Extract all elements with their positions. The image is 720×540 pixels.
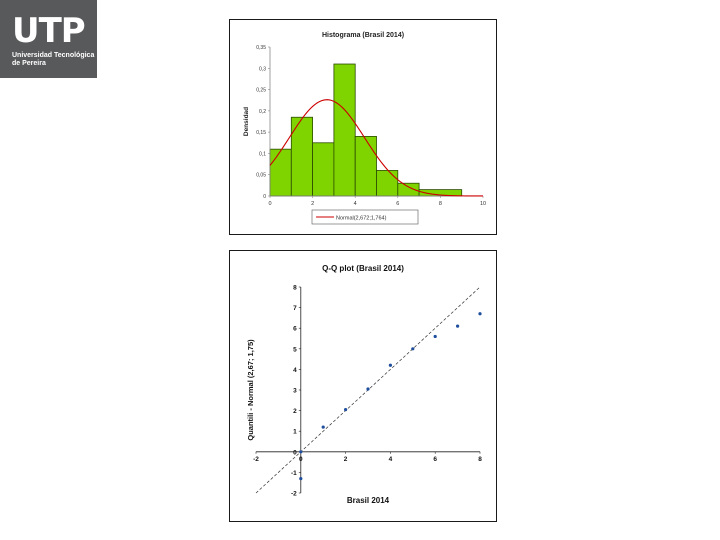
histogram-y-tick-label: 0,35 <box>256 45 266 51</box>
qq-y-tick-label: 1 <box>293 429 297 436</box>
histogram-y-tick-label: 0,25 <box>256 88 266 94</box>
qq-y-tick-label: 2 <box>293 408 297 415</box>
qq-point <box>344 407 348 412</box>
histogram-y-tick-label: 0 <box>263 194 266 200</box>
qq-point <box>388 363 392 367</box>
qq-point <box>299 476 303 481</box>
logo-subtitle: Universidad Tecnológica de Pereira <box>12 52 96 68</box>
histogram-legend-box <box>311 209 419 225</box>
histogram-title: Histograma (Brasil 2014) <box>322 32 404 39</box>
qq-x-tick-label: -2 <box>253 456 259 463</box>
qq-x-tick-label: 8 <box>478 456 482 463</box>
qq-y-tick-label: 7 <box>293 305 297 312</box>
histogram-x-tick-label: 4 <box>354 201 357 207</box>
logo-line-2: de Pereira <box>12 60 46 67</box>
histogram-x-tick-label: 6 <box>396 201 399 207</box>
logo-mark: UTP <box>12 11 86 51</box>
qq-y-tick-label: 8 <box>293 285 297 292</box>
qq-y-tick-label: 6 <box>293 326 297 333</box>
normal-curve-line <box>269 99 483 197</box>
qq-y-tick-label: 5 <box>293 346 297 353</box>
histogram-chart: Histograma (Brasil 2014) 0 0,05 0,1 0,15 0,2 0… <box>243 32 486 225</box>
legend-normal-label: Normal(2,672;1,764) <box>336 216 387 222</box>
qq-y-tick-label: -1 <box>291 470 297 477</box>
histogram-bar <box>333 63 356 197</box>
qq-x-tick-label: 4 <box>389 456 393 463</box>
qq-y-label: Quantili - Normal (2,67; 1,75) <box>246 339 255 441</box>
qq-y-tick-label: 4 <box>293 367 297 374</box>
qq-y-tick-label: -2 <box>291 491 297 498</box>
qq-point <box>433 334 437 339</box>
histogram-y-tick-label: 0,05 <box>256 173 266 179</box>
qq-x-label: Brasil 2014 <box>347 496 390 505</box>
histogram-y-tick-label: 0,2 <box>259 109 266 115</box>
histogram-y-label: Densidad <box>243 107 250 136</box>
histogram-y-tick-label: 0,15 <box>256 130 266 136</box>
qq-x-tick-label: 0 <box>299 456 303 463</box>
university-logo: UTP Universidad Tecnológica de Pereira <box>0 0 97 78</box>
histogram-bar <box>312 142 335 197</box>
histogram-x-tick-label: 10 <box>480 201 486 207</box>
qq-y-tick-label: 3 <box>293 388 297 395</box>
qq-point <box>456 324 460 328</box>
qq-point <box>478 312 482 316</box>
qq-point <box>366 387 370 391</box>
qq-point <box>299 450 303 454</box>
qq-x-tick-label: 2 <box>344 456 348 463</box>
qq-title: Q-Q plot (Brasil 2014) <box>322 264 404 273</box>
histogram-x-tick-label: 0 <box>268 201 271 207</box>
logo-line-1: Universidad Tecnológica <box>12 52 95 59</box>
histogram-bar <box>269 148 292 197</box>
histogram-y-tick-label: 0,3 <box>259 66 266 72</box>
qq-plot-panel: Q-Q plot (Brasil 2014) -2 -1 0 1 2 3 4 5 6 7 8 -2 0 2 4… <box>229 250 497 522</box>
qq-y-tick-label: 0 <box>293 449 297 456</box>
histogram-x-tick-label: 2 <box>311 201 314 207</box>
histogram-bar <box>376 170 399 197</box>
histogram-panel: Histograma (Brasil 2014) 0 0,05 0,1 0,15 0,2 0… <box>229 19 497 235</box>
qq-point <box>411 347 415 351</box>
histogram-x-tick-label: 8 <box>439 201 442 207</box>
qq-x-tick-label: 6 <box>433 456 437 463</box>
histogram-bar <box>354 136 377 197</box>
histogram-y-tick-label: 0,1 <box>259 151 266 157</box>
qq-point <box>321 425 325 429</box>
